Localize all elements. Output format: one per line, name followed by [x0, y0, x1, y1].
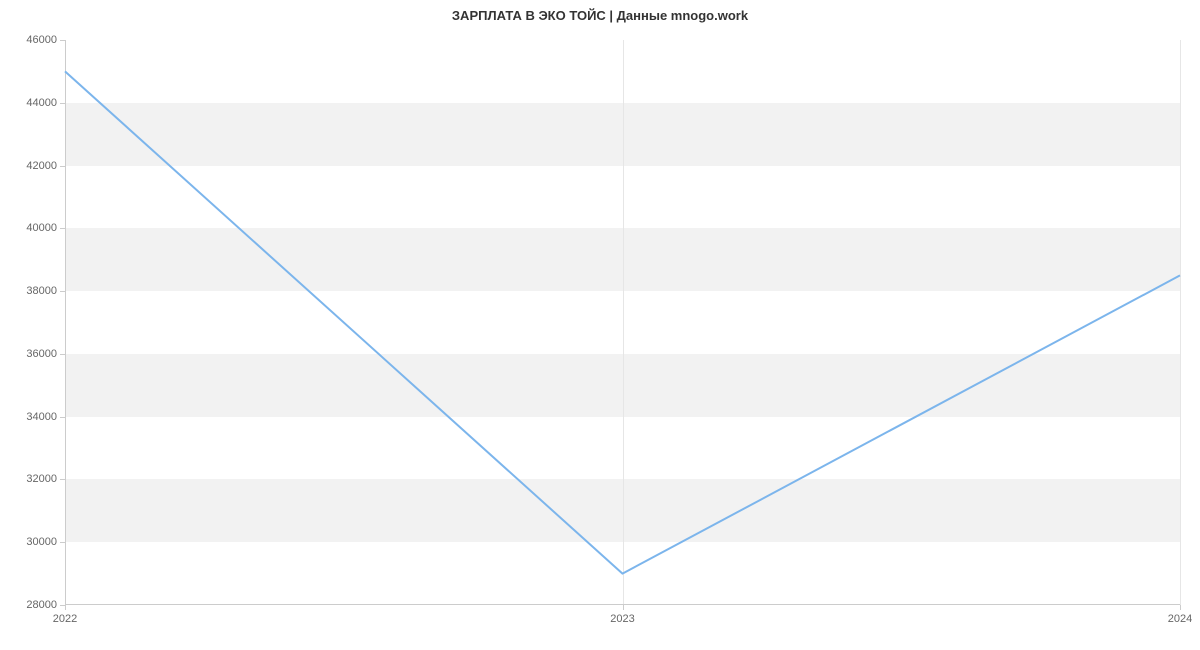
chart-title: ЗАРПЛАТА В ЭКО ТОЙС | Данные mnogo.work [0, 8, 1200, 23]
y-tick-label: 30000 [26, 536, 57, 548]
y-tick-label: 42000 [26, 160, 57, 172]
x-tick-mark [623, 605, 624, 610]
y-tick-label: 38000 [26, 285, 57, 297]
y-tick-label: 46000 [26, 34, 57, 46]
y-tick-label: 44000 [26, 97, 57, 109]
y-tick-label: 34000 [26, 411, 57, 423]
x-gridline [1180, 40, 1181, 605]
x-tick-label: 2024 [1168, 613, 1192, 625]
y-tick-label: 28000 [26, 599, 57, 611]
x-tick-label: 2022 [53, 613, 77, 625]
series-line-salary [65, 71, 1180, 573]
line-layer [65, 40, 1180, 605]
salary-chart: ЗАРПЛАТА В ЭКО ТОЙС | Данные mnogo.work … [0, 0, 1200, 650]
y-tick-label: 32000 [26, 473, 57, 485]
y-tick-label: 36000 [26, 348, 57, 360]
y-tick-label: 40000 [26, 222, 57, 234]
x-tick-label: 2023 [610, 613, 634, 625]
plot-area: 2800030000320003400036000380004000042000… [65, 40, 1180, 605]
x-tick-mark [65, 605, 66, 610]
x-tick-mark [1180, 605, 1181, 610]
